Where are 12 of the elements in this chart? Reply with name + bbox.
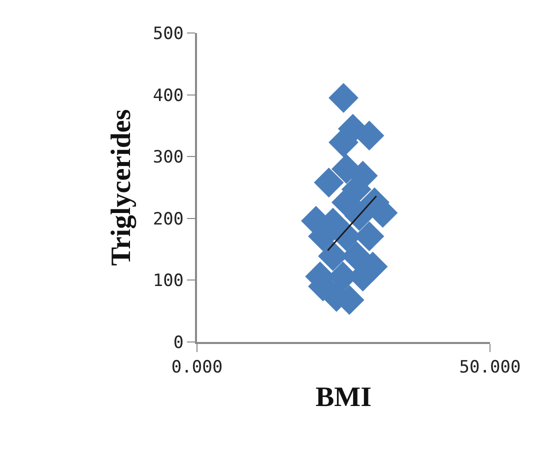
y-axis-title: Triglycerides bbox=[106, 109, 138, 266]
y-tick-label: 400 bbox=[152, 86, 184, 106]
y-tick-label: 200 bbox=[152, 209, 184, 230]
x-tick-label: 0.000 bbox=[171, 357, 223, 378]
x-axis-title: BMI bbox=[316, 382, 372, 413]
y-tick-label: 500 bbox=[152, 24, 184, 44]
y-tick-label: 0 bbox=[173, 332, 184, 353]
x-tick-label: 50.000 bbox=[459, 357, 521, 378]
y-tick-label: 300 bbox=[152, 148, 184, 168]
y-tick-label: 100 bbox=[152, 271, 184, 292]
point bbox=[328, 82, 358, 113]
point bbox=[314, 168, 344, 198]
